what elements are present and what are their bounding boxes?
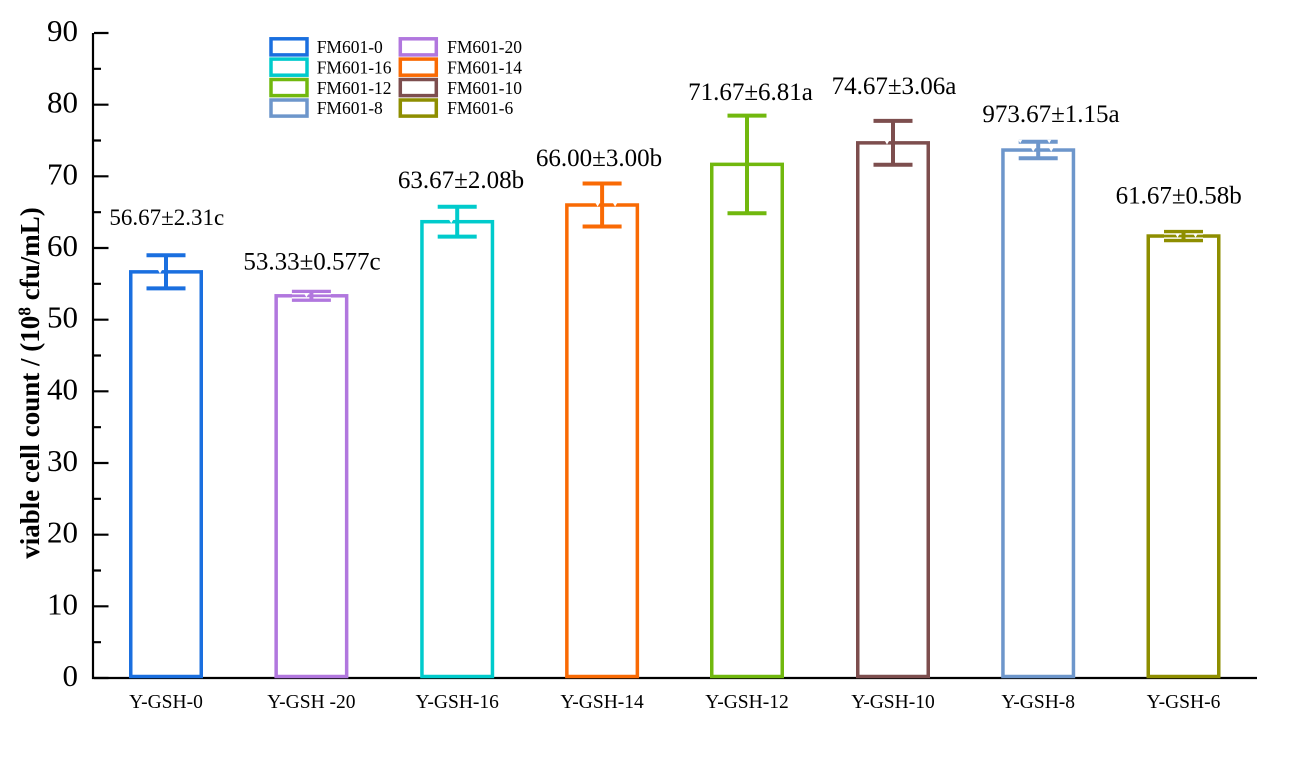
svg-text:Y-GSH-6: Y-GSH-6: [1147, 692, 1221, 713]
svg-text:FM601-10: FM601-10: [447, 78, 522, 98]
svg-text:Y-GSH-16: Y-GSH-16: [415, 692, 499, 713]
svg-text:61.67±0.58b: 61.67±0.58b: [1116, 183, 1242, 210]
svg-text:53.33±0.577c: 53.33±0.577c: [243, 249, 380, 276]
svg-text:Y-GSH-0: Y-GSH-0: [129, 692, 203, 713]
svg-text:20: 20: [47, 515, 78, 550]
svg-text:FM601-16: FM601-16: [317, 57, 392, 77]
svg-text:FM601-0: FM601-0: [317, 37, 383, 57]
svg-text:FM601-12: FM601-12: [317, 78, 392, 98]
svg-text:FM601-6: FM601-6: [447, 98, 513, 118]
svg-text:973.67±1.15a: 973.67±1.15a: [982, 101, 1119, 128]
svg-text:60: 60: [47, 228, 78, 263]
svg-text:FM601-14: FM601-14: [447, 57, 522, 77]
svg-text:viable cell count / (108 cfu/m: viable cell count / (108 cfu/mL): [15, 207, 46, 558]
svg-text:71.67±6.81a: 71.67±6.81a: [688, 79, 813, 106]
svg-text:50: 50: [47, 300, 78, 335]
svg-text:Y-GSH-10: Y-GSH-10: [851, 692, 934, 713]
svg-text:Y-GSH -20: Y-GSH -20: [267, 692, 355, 713]
svg-text:Y-GSH-12: Y-GSH-12: [705, 692, 788, 713]
svg-text:40: 40: [47, 371, 78, 406]
svg-text:FM601-8: FM601-8: [317, 98, 383, 118]
svg-text:63.67±2.08b: 63.67±2.08b: [398, 167, 524, 194]
svg-text:70: 70: [47, 156, 78, 191]
svg-text:80: 80: [47, 85, 78, 120]
svg-text:10: 10: [47, 586, 78, 621]
svg-text:56.67±2.31c: 56.67±2.31c: [109, 205, 224, 230]
svg-text:Y-GSH-8: Y-GSH-8: [1001, 692, 1075, 713]
svg-text:90: 90: [47, 13, 78, 48]
svg-text:30: 30: [47, 443, 78, 478]
svg-text:Y-GSH-14: Y-GSH-14: [560, 692, 644, 713]
svg-text:FM601-20: FM601-20: [447, 37, 522, 57]
svg-text:0: 0: [63, 658, 79, 693]
svg-text:74.67±3.06a: 74.67±3.06a: [832, 73, 957, 100]
svg-text:66.00±3.00b: 66.00±3.00b: [536, 145, 662, 172]
